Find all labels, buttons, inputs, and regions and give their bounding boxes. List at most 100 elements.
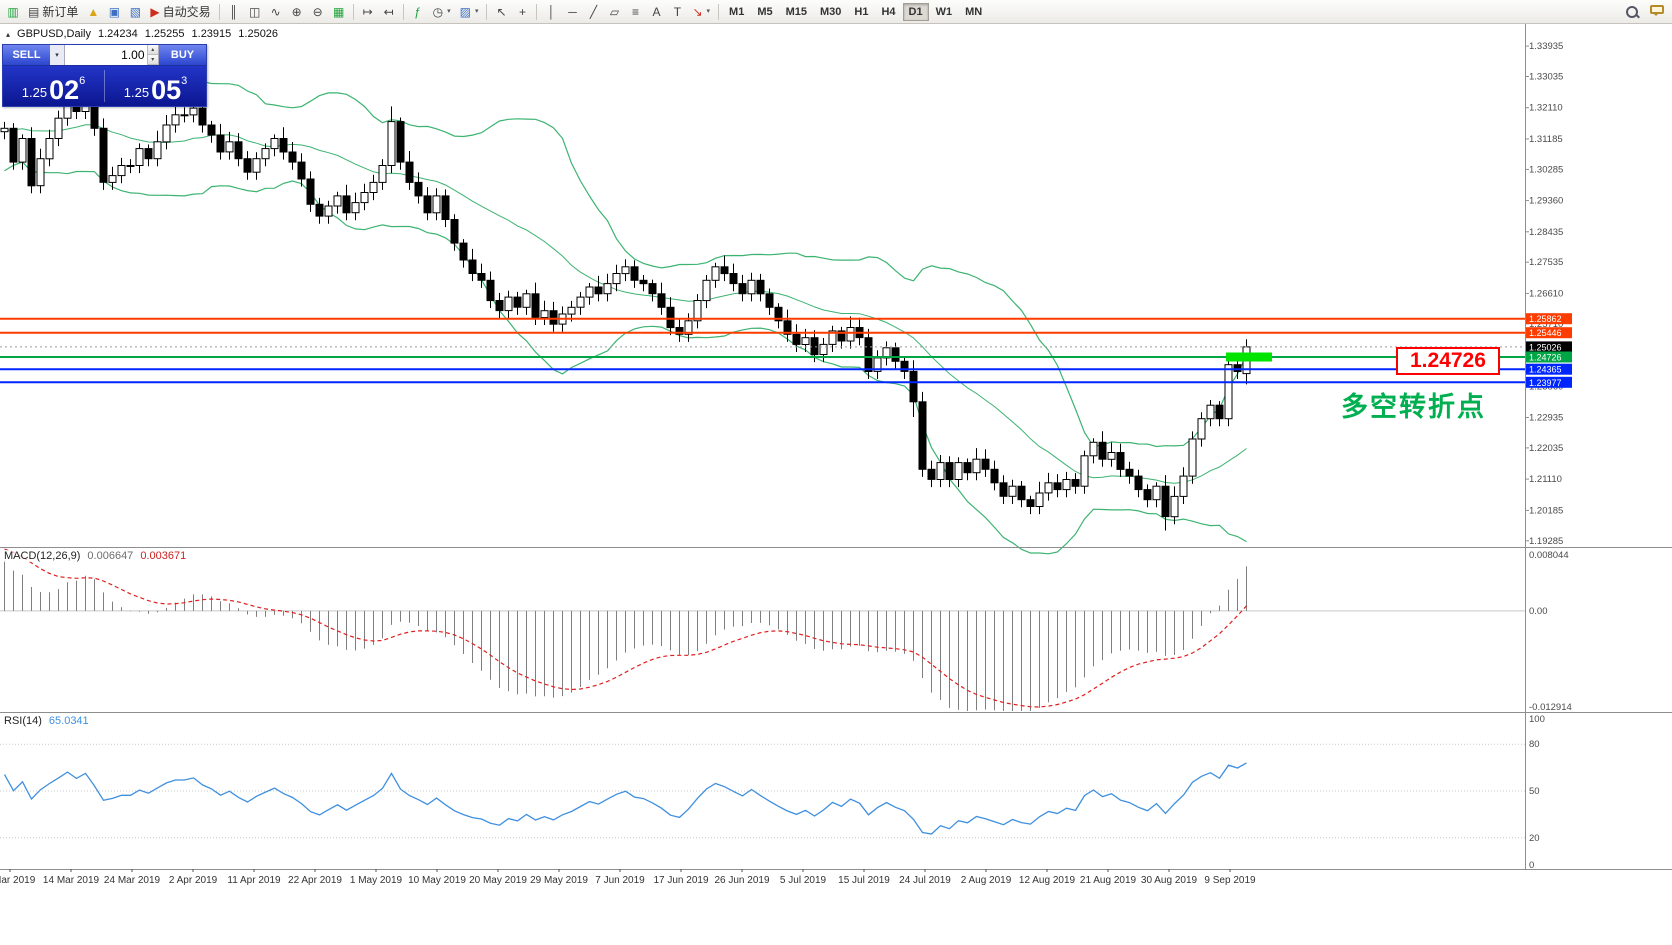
timeframe-d1[interactable]: D1 [902, 2, 929, 21]
navigator-button[interactable]: ▧ [129, 4, 142, 19]
svg-text:21 Aug 2019: 21 Aug 2019 [1080, 875, 1137, 886]
chart-area[interactable]: 1.33935 1.33035 1.32110 1.31185 1.30285 1.293… [0, 24, 1672, 945]
buy-button[interactable]: BUY [159, 45, 206, 65]
volume-increase-button[interactable]: ▴ [147, 45, 158, 55]
arrows-button[interactable]: ↘ ▾ [688, 2, 714, 22]
svg-text:1.23977: 1.23977 [1529, 378, 1562, 388]
volume-field: ▴ ▾ [65, 45, 159, 65]
fibonacci-button[interactable]: ≡ [631, 4, 639, 19]
periods-button[interactable]: ◷ ▾ [429, 2, 455, 22]
timeframe-h1[interactable]: H1 [854, 5, 869, 18]
zoom-in-button[interactable]: ⊕ [291, 4, 302, 19]
timeframe-m15[interactable]: M15 [785, 5, 808, 18]
chart-window-icon[interactable]: ▥ [7, 4, 19, 19]
svg-text:1.26610: 1.26610 [1529, 288, 1563, 299]
svg-text:1.29360: 1.29360 [1529, 196, 1563, 207]
timeframe-mn[interactable]: MN [965, 5, 983, 18]
indicators-button[interactable]: ƒ [408, 2, 428, 22]
candlestick-chart-button[interactable]: ◫ [248, 4, 261, 19]
order-options-dropdown[interactable]: ▾ [50, 45, 65, 65]
text-button[interactable]: A [652, 4, 661, 19]
svg-text:1.27535: 1.27535 [1529, 257, 1563, 268]
arrow-icon: ↘ [692, 4, 703, 19]
svg-text:1.22035: 1.22035 [1529, 443, 1563, 454]
trendline-button[interactable]: ╱ [589, 4, 598, 19]
channel-button[interactable]: ▱ [609, 4, 620, 19]
horizontal-line-button[interactable]: ─ [568, 4, 577, 19]
toolbar-separator [352, 3, 354, 20]
svg-text:1.30285: 1.30285 [1529, 164, 1563, 175]
search-icon [1624, 4, 1640, 20]
toolbar-separator [536, 3, 538, 20]
crosshair-button[interactable]: + [518, 4, 526, 19]
chevron-down-icon: ▾ [474, 8, 479, 15]
auto-scroll-button[interactable]: ↦ [362, 4, 373, 19]
autotrading-icon: ▶ [150, 4, 160, 19]
autotrading-button[interactable]: ▶ 自动交易 [146, 2, 214, 22]
toolbar-separator [718, 3, 720, 20]
sell-price-prefix: 1.25 [21, 85, 48, 100]
sell-button[interactable]: SELL [3, 45, 50, 65]
svg-text:2 Aug 2019: 2 Aug 2019 [961, 875, 1012, 886]
sell-price-sup: 6 [79, 75, 86, 87]
svg-text:1.32110: 1.32110 [1529, 103, 1563, 114]
symbol-title: GBPUSD,Daily [17, 28, 91, 40]
chevron-down-icon: ▾ [706, 8, 711, 15]
svg-text:1.24726: 1.24726 [1529, 353, 1562, 363]
timeframe-m1[interactable]: M1 [729, 5, 745, 18]
svg-text:4 Mar 2019: 4 Mar 2019 [0, 875, 36, 886]
svg-text:100: 100 [1529, 714, 1545, 725]
chevron-down-icon: ▾ [55, 52, 59, 59]
autotrading-label: 自动交易 [162, 5, 211, 19]
main-toolbar: ▥ ▤ 新订单 ▲ ▣ ▧ ▶ 自动交易 ║ ◫ ∿ ⊕ ⊖ ▦ ↦ ↤ ƒ ◷… [0, 0, 1672, 24]
text-label-button[interactable]: T [673, 4, 682, 19]
search-button[interactable] [1620, 2, 1644, 22]
timeframe-m5[interactable]: M5 [757, 5, 773, 18]
zoom-out-button[interactable]: ⊖ [312, 4, 323, 19]
svg-text:29 May 2019: 29 May 2019 [530, 875, 588, 886]
svg-text:24 Jul 2019: 24 Jul 2019 [899, 875, 951, 886]
svg-text:1.19285: 1.19285 [1529, 536, 1563, 547]
svg-text:0.008044: 0.008044 [1529, 550, 1569, 561]
collapse-icon[interactable]: ▴ [6, 29, 11, 39]
svg-text:12 Aug 2019: 12 Aug 2019 [1019, 875, 1076, 886]
market-watch-button[interactable]: ▲ [87, 4, 100, 19]
timeframe-m30[interactable]: M30 [820, 5, 842, 18]
macd-panel-label: MACD(12,26,9) 0.006647 0.003671 [4, 550, 187, 562]
svg-text:1 May 2019: 1 May 2019 [350, 875, 403, 886]
cursor-button[interactable]: ↖ [496, 4, 507, 19]
buy-price-big: 05 [151, 74, 182, 105]
chart-shift-button[interactable]: ↤ [383, 4, 394, 19]
svg-text:20 May 2019: 20 May 2019 [469, 875, 527, 886]
svg-text:30 Aug 2019: 30 Aug 2019 [1141, 875, 1198, 886]
data-window-button[interactable]: ▣ [108, 4, 121, 19]
volume-decrease-button[interactable]: ▾ [147, 55, 158, 65]
chat-button[interactable] [1645, 2, 1669, 22]
svg-text:11 Apr 2019: 11 Apr 2019 [227, 875, 281, 886]
timeframe-w1[interactable]: W1 [935, 5, 953, 18]
tile-windows-button[interactable]: ▦ [332, 4, 345, 19]
rsi-value: 65.0341 [48, 715, 89, 727]
bar-chart-button[interactable]: ║ [229, 4, 238, 19]
timeframe-h4[interactable]: H4 [881, 5, 896, 18]
vertical-line-button[interactable]: │ [547, 4, 556, 19]
svg-text:-0.012914: -0.012914 [1529, 702, 1572, 713]
svg-text:0: 0 [1529, 860, 1534, 871]
svg-text:1.25026: 1.25026 [1529, 342, 1562, 352]
new-order-button[interactable]: ▤ 新订单 [24, 2, 82, 22]
buy-price-sup: 3 [181, 75, 188, 87]
chat-icon [1649, 4, 1665, 19]
svg-text:1.25710: 1.25710 [1529, 319, 1563, 330]
svg-text:1.33035: 1.33035 [1529, 72, 1563, 83]
svg-text:1.25446: 1.25446 [1529, 328, 1562, 338]
ohlc-close: 1.25026 [238, 28, 279, 40]
volume-input[interactable] [65, 45, 147, 65]
sell-price-display[interactable]: 1.25 02 6 [3, 66, 104, 106]
svg-text:1.28435: 1.28435 [1529, 227, 1563, 238]
templates-button[interactable]: ▨ ▾ [456, 2, 483, 22]
buy-price-display[interactable]: 1.25 05 3 [105, 66, 206, 106]
svg-text:1.31185: 1.31185 [1529, 134, 1563, 145]
line-chart-button[interactable]: ∿ [270, 4, 281, 19]
turning-point-label: 多空转折点 [1341, 392, 1486, 422]
ohlc-high: 1.25255 [144, 28, 185, 40]
